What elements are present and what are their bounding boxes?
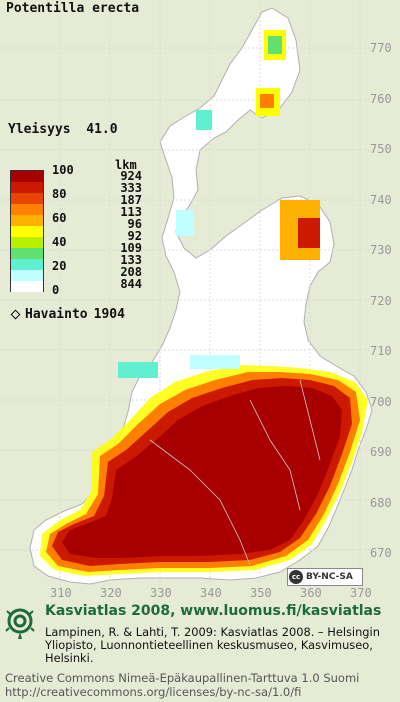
legend-tick-label: 40 [52,235,67,249]
legend-count-value: 92 [127,229,142,243]
kasviatlas-logo-icon [5,608,35,639]
y-tick-label: 680 [370,495,392,510]
footer-license: Creative Commons Nimeä-Epäkaupallinen-Ta… [5,671,359,699]
legend-color-scale [10,170,44,292]
legend-swatch [11,248,43,259]
observations-readout: Havainto 1904 [10,307,125,322]
legend-swatch [11,237,43,248]
legend-swatch [11,204,43,215]
y-tick-label: 710 [370,344,392,358]
legend-tick-label: 60 [52,211,67,225]
x-tick-label: 320 [100,586,122,600]
y-tick-label: 730 [370,243,392,257]
legend-count-value: 96 [127,217,142,231]
frequency-value: 41.0 [86,122,118,137]
x-tick-label: 310 [50,586,72,600]
legend-unit-label: lkm [115,158,137,172]
legend-swatch [11,193,43,204]
legend-swatch [11,281,43,292]
x-tick-label: 370 [350,586,372,600]
legend-swatch [11,182,43,193]
observations-label: Havainto [25,307,88,322]
cc-icon: cc [289,570,303,584]
y-tick-label: 740 [370,192,392,207]
x-tick-label: 340 [200,586,222,600]
legend-count-value: 187 [120,193,142,207]
legend-count-value: 333 [120,181,142,195]
legend-count-value: 924 [120,169,142,183]
frequency-readout: Yleisyys 41.0 [8,122,118,137]
license-url[interactable]: http://creativecommons.org/licenses/by-n… [5,685,302,699]
observations-value: 1904 [93,307,125,322]
y-tick-label: 700 [370,394,392,409]
y-tick-label: 770 [370,41,392,55]
footer-main-link[interactable]: Kasviatlas 2008, www.luomus.fi/kasviatla… [45,603,382,619]
legend-swatch [11,171,43,182]
legend-tick-label: 80 [52,187,67,201]
legend-tick-label: 0 [52,283,60,297]
cc-license-badge[interactable]: cc BY-NC-SA [287,568,363,586]
x-tick-label: 350 [250,586,272,600]
cc-badge-text: BY-NC-SA [306,572,353,582]
frequency-label: Yleisyys [8,122,71,137]
license-line-1: Creative Commons Nimeä-Epäkaupallinen-Ta… [5,671,360,685]
legend-swatch [11,226,43,237]
legend-swatch [11,259,43,270]
frequency-overlay [40,30,368,576]
legend-count-value: 844 [120,277,142,291]
legend-tick-label: 20 [52,259,67,273]
y-tick-label: 760 [370,91,392,106]
legend-count-value: 133 [120,253,142,267]
legend-swatch [11,270,43,281]
x-tick-label: 330 [150,586,172,600]
legend-swatch [11,215,43,226]
y-tick-label: 750 [370,142,392,156]
legend-count-value: 208 [120,265,142,279]
y-tick-label: 720 [370,293,392,308]
region-boundaries [149,379,321,566]
y-tick-label: 670 [370,546,392,560]
legend-count-value: 109 [120,241,142,255]
distribution-map [0,0,373,585]
legend-count-value: 113 [120,205,142,219]
legend-tick-label: 100 [52,163,74,177]
observation-diamond-icon [10,309,21,320]
footer-citation: Lampinen, R. & Lahti, T. 2009: Kasviatla… [45,625,380,665]
y-tick-label: 690 [370,445,392,459]
species-title: Potentilla erecta [6,1,140,16]
x-tick-label: 360 [300,586,322,600]
